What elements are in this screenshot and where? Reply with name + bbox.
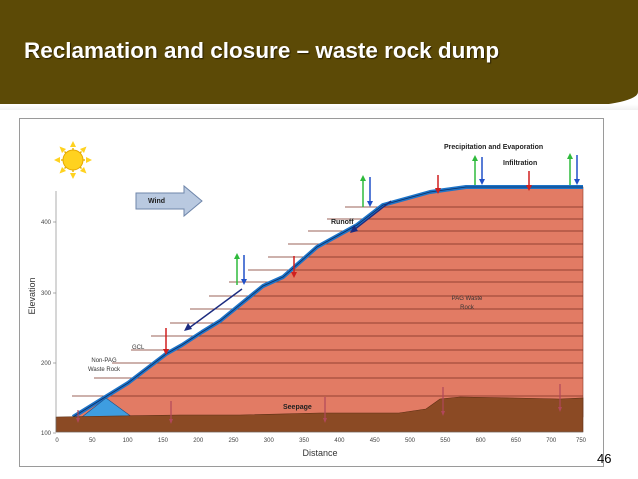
seepage-arrows xyxy=(76,384,562,424)
x-tick-label: 650 xyxy=(511,438,522,444)
title-banner: Reclamation and closure – waste rock dum… xyxy=(0,0,638,106)
pag-waste-rock-body xyxy=(71,186,584,418)
runoff-label: Runoff xyxy=(331,219,354,226)
y-tick-label: 100 xyxy=(41,431,52,437)
wind-arrow-icon xyxy=(135,184,203,218)
slide-title: Reclamation and closure – waste rock dum… xyxy=(24,38,500,63)
pag-label-line1: PAG Waste xyxy=(452,296,483,302)
x-tick-label: 350 xyxy=(299,438,310,444)
infiltration-label: Infiltration xyxy=(503,160,537,167)
x-tick-label: 450 xyxy=(370,438,381,444)
x-tick-label: 250 xyxy=(228,438,239,444)
precipitation-evaporation-label: Precipitation and Evaporation xyxy=(444,144,543,151)
wind-label: Wind xyxy=(148,198,165,205)
pag-label-line2: Rock xyxy=(460,305,475,311)
seepage-label: Seepage xyxy=(283,404,312,411)
x-tick-label: 600 xyxy=(476,438,487,444)
y-axis-ticks: 400 300 200 100 xyxy=(41,220,56,437)
waste-rock-dump-diagram: 400 300 200 100 0 50 100 150 200 250 300… xyxy=(27,141,587,458)
rock-layer-lines xyxy=(72,206,583,397)
x-tick-label: 0 xyxy=(55,438,59,444)
non-pag-label-line1: Non-PAG xyxy=(91,358,117,364)
precipitation-evaporation-arrows xyxy=(234,153,580,285)
x-tick-label: 150 xyxy=(158,438,169,444)
non-pag-label-line2: Waste Rock xyxy=(88,367,121,373)
sun-icon xyxy=(54,141,92,179)
x-tick-label: 500 xyxy=(405,438,416,444)
runoff-arrows xyxy=(184,200,392,331)
x-tick-label: 550 xyxy=(440,438,451,444)
x-tick-label: 400 xyxy=(334,438,345,444)
x-tick-label: 750 xyxy=(576,438,587,444)
x-tick-label: 200 xyxy=(193,438,204,444)
x-tick-label: 700 xyxy=(546,438,557,444)
y-tick-label: 200 xyxy=(41,361,52,367)
x-axis-ticks: 0 50 100 150 200 250 300 350 400 450 500… xyxy=(55,438,586,444)
x-tick-label: 300 xyxy=(264,438,275,444)
x-axis-label: Distance xyxy=(302,448,337,458)
ground-layer xyxy=(55,396,584,433)
x-tick-label: 50 xyxy=(89,438,96,444)
x-tick-label: 100 xyxy=(123,438,134,444)
gcl-label: GCL xyxy=(132,345,145,351)
y-tick-label: 300 xyxy=(41,291,52,297)
page-number: 46 xyxy=(597,451,612,466)
y-tick-label: 400 xyxy=(41,220,52,226)
y-axis-label: Elevation xyxy=(27,277,37,314)
banner-divider xyxy=(0,104,638,110)
infiltration-arrows xyxy=(163,171,532,355)
